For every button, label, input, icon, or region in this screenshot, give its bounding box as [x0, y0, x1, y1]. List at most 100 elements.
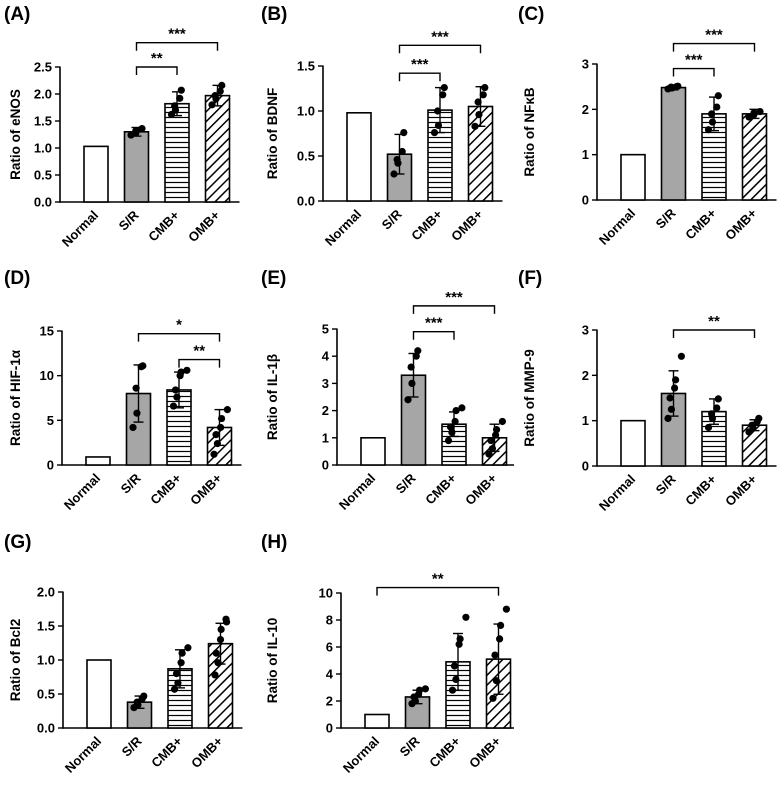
y-tick-label: 2.5 [34, 60, 52, 75]
data-point [491, 651, 499, 659]
chart-panel-a: (A) Ratio of eNOS 0.0 0.5 1.0 1.5 2.0 2.5 Normal… [4, 4, 240, 250]
bar-normal [346, 112, 372, 202]
chart-panel-b: (B) Ratio of BDNF 0.0 0.5 1.0 1.5 Normal S/R CMB… [261, 4, 503, 249]
data-point [708, 110, 716, 118]
data-point [212, 431, 220, 439]
data-point [416, 686, 424, 694]
data-point [713, 404, 721, 412]
data-point [672, 376, 680, 384]
data-point [407, 363, 415, 371]
bar-cmb [164, 102, 190, 203]
data-point [704, 126, 713, 134]
y-tick-label: 4 [326, 667, 334, 682]
data-point [450, 662, 459, 670]
x-tick-label: Normal [62, 734, 104, 776]
data-point [455, 640, 463, 648]
x-tick-label: CMB+ [148, 733, 185, 770]
significance-label: ** [151, 50, 163, 67]
data-point [218, 414, 226, 423]
data-point [177, 368, 185, 376]
data-point [714, 395, 722, 403]
x-tick-label: Normal [322, 207, 364, 249]
data-point [138, 124, 146, 133]
y-tick-label: 10 [319, 586, 333, 601]
x-tick-label: S/R [397, 733, 423, 759]
significance-bracket [412, 305, 496, 314]
x-tick-label: CMB+ [682, 205, 719, 242]
data-point [452, 675, 460, 683]
panel-label: (E) [261, 268, 286, 289]
data-point [133, 409, 141, 417]
y-tick-label: 0 [47, 458, 54, 473]
data-point [462, 613, 470, 621]
y-tick-label: 2.0 [34, 87, 52, 102]
y-tick-label: 3 [582, 323, 589, 338]
y-tick-label: 0 [322, 458, 329, 473]
significance-label: ** [193, 343, 205, 360]
data-point [674, 82, 682, 90]
x-tick-label: CMB+ [147, 470, 184, 507]
data-point [448, 686, 457, 694]
data-point [139, 362, 147, 370]
bar-omb [741, 113, 768, 201]
panel-label: (D) [4, 268, 30, 289]
x-tick-label: Normal [596, 472, 638, 514]
x-tick-label: OMB+ [462, 470, 500, 508]
data-point [177, 659, 185, 667]
y-tick-label: 6 [326, 640, 333, 655]
chart-panel-d: (D) Ratio of HIF-1α 0 5 10 15 Normal S/R CMB+ OMB… [4, 268, 242, 513]
x-tick-label: S/R [393, 470, 419, 496]
y-tick-label: 1.5 [34, 114, 52, 129]
data-point [456, 635, 464, 643]
chart-panel-g: (G) Ratio of Bcl2 0.0 0.5 1.0 1.5 2.0 Normal S/R… [4, 532, 243, 776]
significance-bracket [376, 586, 500, 596]
chart-panel-e: (E) Ratio of IL-1β 0 1 2 3 4 5 Normal S/R CMB+ OMB+… [261, 268, 514, 513]
y-tick-label: 3 [322, 376, 329, 391]
data-point [756, 108, 764, 116]
data-point [211, 671, 219, 679]
y-tick-label: 10 [40, 368, 54, 383]
significance-bracket [137, 332, 221, 342]
data-point [434, 107, 442, 115]
x-tick-label: S/R [379, 206, 405, 232]
significance-bracket [135, 42, 219, 51]
data-point [171, 386, 180, 394]
data-point [664, 414, 672, 422]
bar-normal [85, 456, 111, 466]
x-tick-label: OMB+ [188, 733, 226, 771]
panel-label: (A) [4, 4, 30, 25]
data-point [183, 366, 191, 374]
y-tick-label: 0 [582, 193, 589, 208]
y-tick-label: 4 [322, 349, 330, 364]
y-axis-label: Ratio of MMP-9 [522, 349, 537, 447]
data-point [488, 445, 496, 453]
data-point [178, 649, 186, 657]
data-point [170, 685, 179, 693]
data-point [458, 404, 466, 412]
bar-normal [83, 145, 109, 203]
data-point [216, 87, 224, 95]
bar-sr [660, 86, 687, 201]
data-point [414, 347, 422, 355]
data-point [492, 431, 500, 439]
data-point [434, 121, 443, 129]
significance-label: *** [685, 52, 703, 69]
y-tick-label: 0 [326, 721, 333, 736]
y-tick-label: 1.0 [34, 141, 52, 156]
x-tick-label: OMB+ [185, 207, 223, 245]
data-point [184, 644, 192, 652]
data-point [452, 407, 460, 415]
data-point [667, 83, 675, 91]
x-tick-label: OMB+ [722, 471, 760, 509]
chart-panel-f: (F) Ratio of MMP-9 0 1 2 3 Normal S/R CMB+ OMB+ ** [518, 268, 777, 514]
panel-label: (B) [261, 4, 287, 25]
x-tick-label: S/R [118, 470, 144, 496]
data-point [213, 439, 221, 448]
data-point [171, 102, 179, 110]
data-point [714, 92, 722, 100]
data-point [400, 129, 408, 137]
y-tick-label: 2 [582, 102, 589, 117]
data-point [174, 679, 182, 687]
y-axis-label: Ratio of IL-1β [265, 354, 280, 440]
data-point [755, 414, 763, 422]
